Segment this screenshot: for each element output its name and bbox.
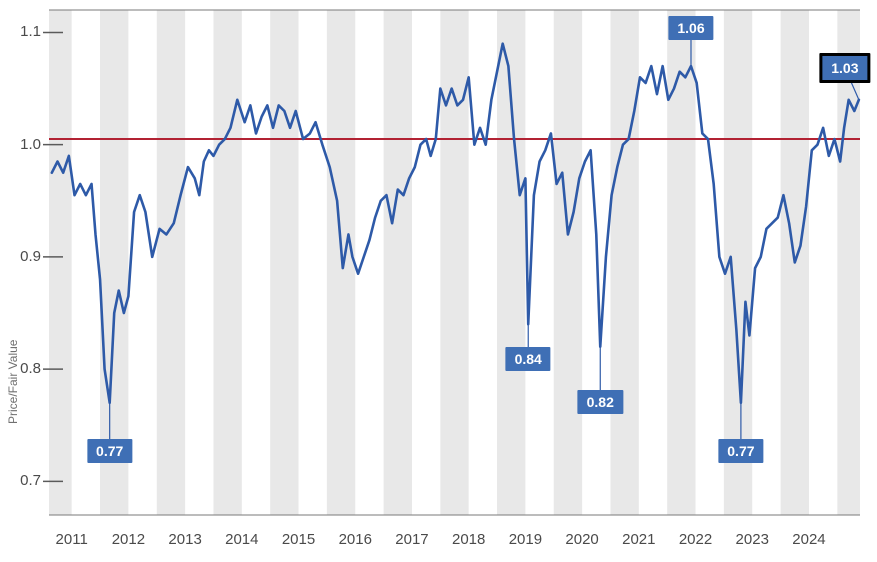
x-tick-label: 2020 <box>565 531 598 548</box>
x-tick-label: 2017 <box>395 531 428 548</box>
y-tick-label: 0.9 <box>9 248 41 265</box>
callout-current: 1.03 <box>819 53 870 83</box>
x-tick-label: 2022 <box>679 531 712 548</box>
x-tick-label: 2018 <box>452 531 485 548</box>
callout-label: 0.82 <box>578 390 623 414</box>
x-tick-label: 2024 <box>792 531 825 548</box>
x-tick-label: 2016 <box>339 531 372 548</box>
x-tick-label: 2012 <box>112 531 145 548</box>
x-tick-label: 2019 <box>509 531 542 548</box>
x-tick-label: 2021 <box>622 531 655 548</box>
callout-label: 0.77 <box>718 439 763 463</box>
y-tick-label: 0.8 <box>9 360 41 377</box>
x-tick-label: 2011 <box>56 531 88 548</box>
x-tick-label: 2014 <box>225 531 258 548</box>
callout-label: 0.84 <box>506 347 551 371</box>
y-tick-label: 1.1 <box>9 23 41 40</box>
x-tick-label: 2023 <box>736 531 769 548</box>
x-tick-label: 2013 <box>168 531 201 548</box>
y-tick-label: 0.7 <box>9 472 41 489</box>
price-fair-value-chart: Price/Fair Value 0.7 0.8 0.9 1.0 1.1 2011 2012… <box>0 0 877 562</box>
x-tick-label: 2015 <box>282 531 315 548</box>
callout-label: 1.06 <box>668 16 713 40</box>
y-tick-label: 1.0 <box>9 136 41 153</box>
y-axis-title: Price/Fair Value <box>6 340 20 424</box>
callout-label: 0.77 <box>87 439 132 463</box>
chart-svg <box>0 0 877 562</box>
